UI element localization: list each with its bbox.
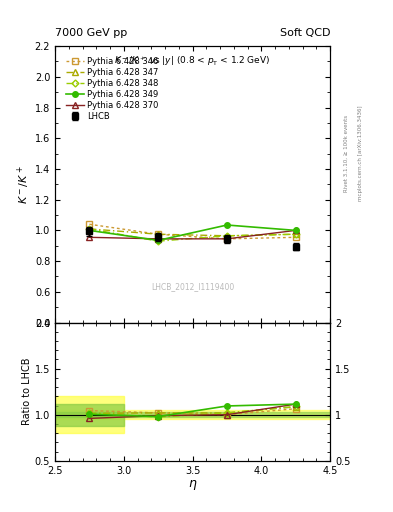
Pythia 6.428 370 bbox=[225, 236, 230, 242]
Pythia 6.428 348 bbox=[156, 238, 161, 244]
Pythia 6.428 348 bbox=[294, 231, 298, 238]
Line: Pythia 6.428 348: Pythia 6.428 348 bbox=[87, 226, 298, 244]
Pythia 6.428 349 bbox=[87, 227, 92, 233]
Text: Soft QCD: Soft QCD bbox=[280, 28, 330, 38]
Pythia 6.428 347 bbox=[225, 232, 230, 239]
Bar bbox=[55, 410, 330, 419]
Line: Pythia 6.428 349: Pythia 6.428 349 bbox=[86, 222, 299, 243]
Text: mcplots.cern.ch [arXiv:1306.3436]: mcplots.cern.ch [arXiv:1306.3436] bbox=[358, 106, 363, 201]
Pythia 6.428 370 bbox=[294, 227, 298, 233]
Pythia 6.428 349 bbox=[156, 238, 161, 244]
Pythia 6.428 349 bbox=[294, 227, 298, 233]
Legend: Pythia 6.428 346, Pythia 6.428 347, Pythia 6.428 348, Pythia 6.428 349, Pythia 6: Pythia 6.428 346, Pythia 6.428 347, Pyth… bbox=[62, 53, 162, 124]
Text: $K^-/K^+$ vs $|y|$ (0.8 < $p_\mathrm{T}$ < 1.2 GeV): $K^-/K^+$ vs $|y|$ (0.8 < $p_\mathrm{T}$… bbox=[114, 54, 271, 68]
Pythia 6.428 347 bbox=[156, 231, 161, 238]
Pythia 6.428 346 bbox=[225, 236, 230, 242]
Line: Pythia 6.428 346: Pythia 6.428 346 bbox=[86, 222, 299, 242]
Text: LHCB_2012_I1119400: LHCB_2012_I1119400 bbox=[151, 282, 234, 291]
Pythia 6.428 348 bbox=[225, 232, 230, 239]
Line: Pythia 6.428 347: Pythia 6.428 347 bbox=[86, 226, 299, 239]
Pythia 6.428 347 bbox=[294, 231, 298, 238]
Pythia 6.428 347 bbox=[87, 226, 92, 232]
Text: Rivet 3.1.10, ≥ 100k events: Rivet 3.1.10, ≥ 100k events bbox=[344, 115, 349, 192]
Bar bbox=[55, 412, 330, 417]
Bar bbox=[55, 403, 124, 426]
Bar bbox=[55, 396, 124, 433]
Pythia 6.428 348 bbox=[87, 226, 92, 232]
Pythia 6.428 346 bbox=[294, 234, 298, 241]
Y-axis label: Ratio to LHCB: Ratio to LHCB bbox=[22, 358, 32, 425]
Pythia 6.428 370 bbox=[87, 234, 92, 241]
X-axis label: $\eta$: $\eta$ bbox=[188, 478, 197, 493]
Pythia 6.428 370 bbox=[156, 236, 161, 242]
Text: 7000 GeV pp: 7000 GeV pp bbox=[55, 28, 127, 38]
Pythia 6.428 349 bbox=[225, 222, 230, 228]
Line: Pythia 6.428 370: Pythia 6.428 370 bbox=[86, 228, 299, 242]
Pythia 6.428 346 bbox=[156, 231, 161, 238]
Pythia 6.428 346 bbox=[87, 221, 92, 227]
Y-axis label: $K^-/K^+$: $K^-/K^+$ bbox=[16, 165, 32, 204]
